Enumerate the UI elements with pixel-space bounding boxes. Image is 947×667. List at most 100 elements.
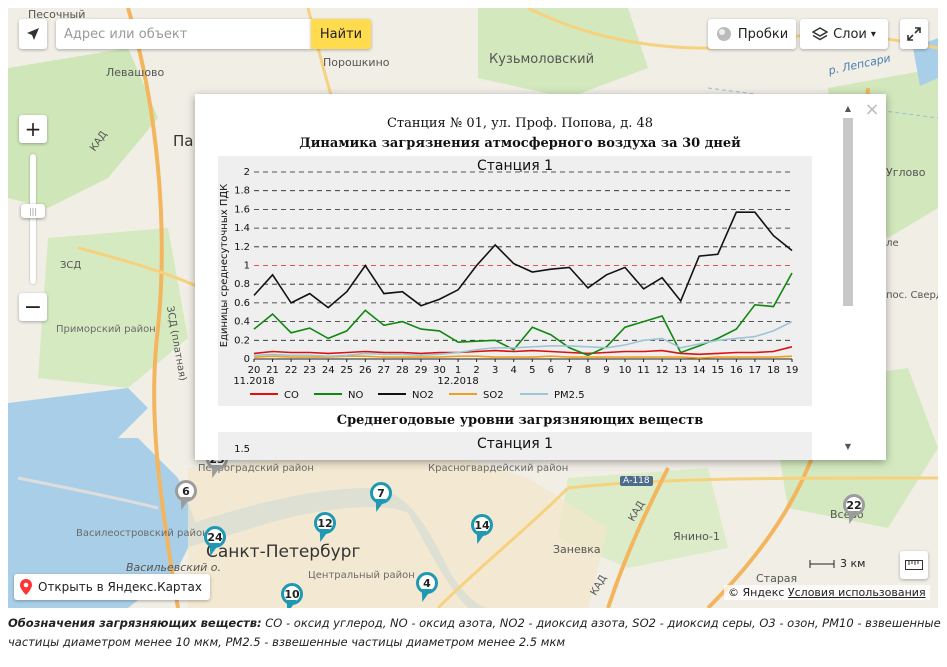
- x-tick-label: 11: [637, 365, 650, 376]
- legend-entry: NO: [348, 390, 363, 401]
- x-tick-label: 16: [730, 365, 743, 376]
- zoom-slider[interactable]: [30, 154, 36, 284]
- x-tick-label: 4: [511, 365, 517, 376]
- x-tick-label: 1: [455, 365, 461, 376]
- geolocation-button[interactable]: [19, 19, 47, 49]
- ruler-button[interactable]: [900, 551, 928, 579]
- station-marker[interactable]: 24: [204, 526, 226, 556]
- zoom-in-button[interactable]: +: [19, 115, 47, 143]
- x-tick-label: 22: [285, 365, 298, 376]
- terms-link[interactable]: Условия использования: [787, 586, 926, 599]
- zoom-out-button[interactable]: −: [19, 293, 47, 321]
- y-tick-label: 0.2: [234, 335, 250, 346]
- open-in-yandex-maps-button[interactable]: Открыть в Яндекс.Картах: [14, 574, 210, 600]
- series-line-co: [253, 346, 793, 356]
- copyright: © Яндекс Условия использования: [724, 585, 930, 600]
- y-tick-label: 0.6: [234, 298, 250, 309]
- copyright-brand: © Яндекс: [728, 586, 785, 599]
- x-tick-label: 25: [340, 365, 353, 376]
- x-tick-label: 3: [492, 365, 498, 376]
- station-marker[interactable]: 10: [281, 583, 303, 608]
- y-tick-label: 2: [244, 167, 250, 178]
- place-pesochny: Песочный: [28, 8, 86, 21]
- station-marker[interactable]: 4: [416, 572, 438, 602]
- map-scale: 3 км: [809, 557, 865, 570]
- legend-entry: NO2: [412, 390, 434, 401]
- marker-number: 6: [175, 480, 197, 502]
- marker-number: 14: [471, 514, 493, 536]
- place-krasnogvardeysky: Красногвардейский район: [428, 463, 569, 474]
- traffic-label: Пробки: [737, 26, 789, 42]
- map-pin-icon: [20, 579, 32, 595]
- x-tick-label: 28: [396, 365, 409, 376]
- series-line-so2: [253, 355, 793, 359]
- marker-number: 12: [314, 512, 336, 534]
- chart-background: [218, 432, 812, 460]
- layers-button[interactable]: Слои ▾: [800, 19, 888, 49]
- traffic-button[interactable]: Пробки: [708, 19, 796, 49]
- y-tick-label: 1.8: [234, 186, 250, 197]
- popup-scrollbar[interactable]: ▲ ▼: [842, 104, 854, 452]
- layers-label: Слои: [833, 26, 867, 42]
- close-icon: ×: [864, 99, 880, 120]
- station-marker[interactable]: 14: [471, 514, 493, 544]
- annual-levels-chart: Станция 1 1.5: [218, 432, 812, 460]
- zoom-handle[interactable]: |||: [21, 204, 45, 218]
- place-spb: Санкт-Петербург: [206, 542, 361, 562]
- chart-background: [218, 156, 812, 406]
- legend-entry: CO: [284, 390, 299, 401]
- road-zsd-1: ЗСД: [60, 260, 82, 271]
- minus-icon: −: [23, 294, 43, 320]
- plus-icon: +: [24, 117, 42, 141]
- y-tick-label: 0.4: [234, 317, 250, 328]
- ruler-icon: [905, 560, 923, 570]
- scale-label: 3 км: [840, 557, 866, 570]
- search-input[interactable]: [56, 19, 311, 49]
- station-popup: Станция № 01, ул. Проф. Попова, д. 48 Ди…: [195, 94, 886, 460]
- find-button[interactable]: Найти: [311, 19, 371, 49]
- popup-content[interactable]: Станция № 01, ул. Проф. Попова, д. 48 Ди…: [195, 94, 845, 460]
- x-tick-label: 13: [674, 365, 687, 376]
- station-marker[interactable]: 12: [314, 512, 336, 542]
- x-tick-label: 8: [585, 365, 591, 376]
- scroll-up-arrow-icon[interactable]: ▲: [844, 104, 852, 113]
- y-axis-label: Единицы среднесуточных ПДК: [219, 184, 230, 347]
- chart-heading-30-days: Динамика загрязнения атмосферного воздух…: [299, 136, 741, 151]
- x-tick-label: 20: [248, 365, 261, 376]
- x-tick-label: 29: [415, 365, 428, 376]
- close-popup-button[interactable]: ×: [864, 99, 880, 120]
- place-petrogradsky: Петроградский район: [198, 463, 314, 474]
- marker-number: 4: [416, 572, 438, 594]
- fullscreen-button[interactable]: [900, 19, 928, 49]
- place-vasileostrovsky: Василеостровский район: [76, 528, 209, 539]
- marker-number: 22: [843, 494, 865, 516]
- pollutants-legend: Обозначения загрязняющих веществ: СО - о…: [8, 614, 943, 652]
- place-vasilievsky: Васильевский о.: [126, 561, 221, 574]
- legend-body: СО - оксид углерод, NO - оксид азота, NO…: [8, 616, 941, 649]
- marker-number: 24: [204, 526, 226, 548]
- place-kuzmolovsky: Кузьмоловский: [489, 52, 595, 67]
- x-tick-label: 2: [473, 365, 479, 376]
- x-tick-label: 23: [303, 365, 316, 376]
- grip-icon: |||: [28, 206, 38, 216]
- station-marker[interactable]: 22: [843, 494, 865, 524]
- place-ale: але: [880, 238, 899, 249]
- place-yanino: Янино-1: [673, 530, 720, 543]
- x-tick-label: 7: [566, 365, 572, 376]
- series-line-pm25: [253, 320, 793, 358]
- y-tick-label: 0: [244, 354, 250, 365]
- x-tick-label: 6: [548, 365, 554, 376]
- station-marker[interactable]: 7: [370, 482, 392, 512]
- y-tick-label: 1.6: [234, 204, 250, 215]
- x-tick-label: 24: [322, 365, 335, 376]
- marker-number: 10: [281, 583, 303, 605]
- x-tick-label: 5: [529, 365, 535, 376]
- scroll-down-arrow-icon[interactable]: ▼: [844, 442, 852, 451]
- station-marker[interactable]: 6: [175, 480, 197, 510]
- scroll-thumb[interactable]: [843, 118, 853, 306]
- map-area[interactable]: Песочный Левашово Порошкино Кузьмоловски…: [8, 8, 938, 608]
- x-month-label: 12.2018: [437, 376, 478, 387]
- place-primorsky: Приморский район: [56, 324, 156, 335]
- station-title: Станция № 01, ул. Проф. Попова, д. 48: [386, 116, 654, 131]
- expand-icon: [907, 27, 921, 41]
